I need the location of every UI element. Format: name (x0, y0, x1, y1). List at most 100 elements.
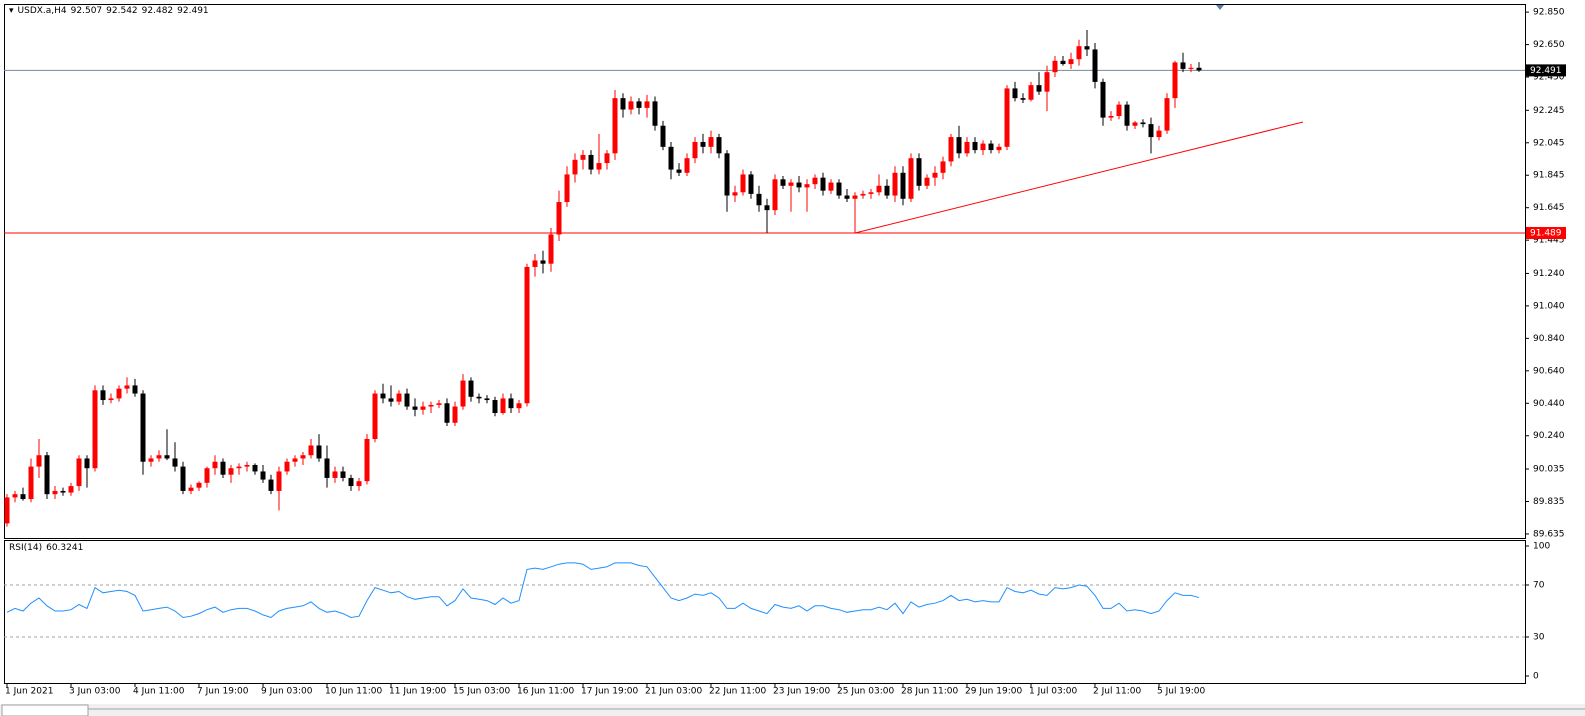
y-tick-label: 92.650 (1533, 40, 1565, 50)
price-tag-label: 91.489 (1530, 229, 1562, 239)
candle-body (300, 455, 306, 459)
candle-body (460, 380, 466, 407)
candle-body (620, 98, 626, 110)
candle-body (148, 458, 154, 462)
x-tick-label: 22 Jun 11:00 (709, 687, 766, 697)
candle-body (660, 125, 666, 147)
candle-body (604, 153, 610, 164)
candle-body (212, 461, 218, 469)
candle-body (92, 390, 98, 469)
candle-body (540, 260, 546, 264)
candle-body (796, 182, 802, 188)
candle-body (1164, 98, 1170, 131)
candle-body (972, 141, 978, 151)
low-value: 92.482 (141, 6, 174, 16)
candle-body (748, 174, 754, 194)
candle-body (852, 195, 858, 199)
candle-body (388, 398, 394, 402)
candle-body (324, 458, 330, 478)
candle-body (380, 393, 386, 399)
candle-body (60, 490, 66, 493)
candle-body (428, 404, 434, 407)
tab[interactable] (1, 704, 89, 716)
candle-body (1172, 62, 1178, 99)
candle-body (1044, 72, 1050, 92)
x-tick-label: 17 Jun 19:00 (581, 687, 638, 697)
candle-body (268, 479, 274, 491)
candle-body (644, 101, 650, 108)
header-arrow: ▾ (9, 6, 14, 16)
x-tick-label: 7 Jun 19:00 (197, 687, 249, 697)
x-tick-label: 2 Jul 11:00 (1093, 687, 1142, 697)
candle-body (676, 169, 682, 173)
candle-body (700, 141, 706, 147)
candle-body (652, 101, 658, 126)
candle-body (812, 177, 818, 185)
candle-body (868, 192, 874, 194)
candle-body (1068, 59, 1074, 65)
candle-body (116, 388, 122, 399)
candle-body (628, 101, 634, 110)
x-tick-label: 16 Jun 11:00 (517, 687, 574, 697)
candle-body (204, 468, 210, 483)
tab-bar (0, 704, 1585, 716)
y-tick-label: 92.045 (1533, 138, 1565, 148)
x-tick-label: 5 Jul 19:00 (1157, 687, 1206, 697)
candle-body (804, 184, 810, 188)
candle-body (308, 445, 314, 456)
candle-body (780, 179, 786, 186)
candle-body (548, 234, 554, 264)
candle-body (596, 163, 602, 170)
candle-body (28, 466, 34, 500)
candle-body (932, 172, 938, 178)
candle-body (756, 193, 762, 206)
candle-body (436, 403, 442, 405)
candle-body (220, 461, 226, 475)
candle-body (1132, 122, 1138, 126)
candle-body (916, 158, 922, 186)
candle-body (892, 172, 898, 196)
candle-body (908, 158, 914, 199)
shift-marker (1216, 5, 1224, 10)
candle-body (468, 380, 474, 397)
candle-body (356, 481, 362, 487)
candle-body (332, 471, 338, 478)
symbol: USDX.a,H4 (17, 6, 67, 16)
candle-body (1020, 98, 1026, 100)
chart-header: ▾ USDX.a,H4 92.507 92.542 92.482 92.491 (9, 6, 213, 16)
candle-body (564, 174, 570, 203)
candle-body (1140, 122, 1146, 125)
y-tick-label: 91.645 (1533, 203, 1565, 213)
candle-body (316, 445, 322, 459)
y-tick-label: 90.035 (1533, 465, 1565, 475)
candle-body (452, 406, 458, 423)
candle-body (532, 260, 538, 267)
candle-body (228, 468, 234, 475)
candle-body (284, 461, 290, 472)
candle-body (1108, 115, 1114, 118)
y-tick-label: 92.850 (1533, 8, 1565, 18)
x-tick-label: 1 Jul 03:00 (1029, 687, 1078, 697)
candle-body (140, 393, 146, 462)
y-tick-label: 90.240 (1533, 431, 1565, 441)
x-tick-label: 1 Jun 2021 (5, 687, 53, 697)
y-tick-label: 100 (1533, 542, 1550, 552)
x-tick-label: 21 Jun 03:00 (645, 687, 702, 697)
candle-body (884, 185, 890, 196)
candle-body (708, 137, 714, 147)
high-value: 92.542 (106, 6, 138, 16)
candle-body (172, 458, 178, 467)
x-tick-label: 15 Jun 03:00 (453, 687, 510, 697)
candle-body (788, 182, 794, 186)
candle-body (1156, 130, 1162, 138)
candle-body (1084, 46, 1090, 50)
candle-body (1196, 67, 1202, 71)
candle-body (612, 98, 618, 154)
candle-body (772, 179, 778, 211)
y-tick-label: 90.440 (1533, 399, 1565, 409)
candle-body (252, 464, 258, 472)
x-tick-label: 10 Jun 11:00 (325, 687, 382, 697)
candle-body (716, 137, 722, 154)
x-tick-label: 25 Jun 03:00 (837, 687, 894, 697)
